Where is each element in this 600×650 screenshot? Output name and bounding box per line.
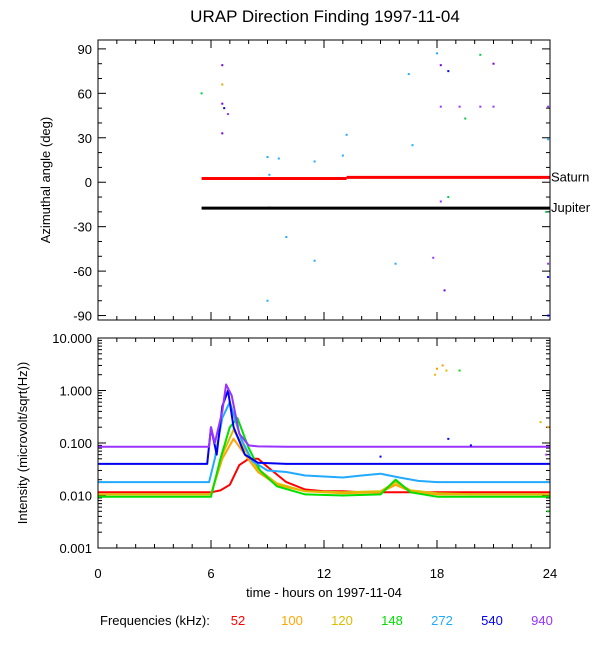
reference-label-jupiter: Jupiter <box>551 200 591 215</box>
bottom-x-axis-label: time - hours on 1997-11-04 <box>246 585 402 600</box>
top-scatter-point <box>221 83 224 86</box>
top-y-tick-label: -30 <box>73 220 92 235</box>
top-scatter-point <box>439 64 442 67</box>
top-y-tick-label: -90 <box>73 309 92 324</box>
series-line-940khz <box>98 383 550 448</box>
top-scatter-point <box>447 196 450 199</box>
series-line-148khz <box>98 417 550 498</box>
bottom-panel-frame <box>97 337 551 549</box>
top-scatter-point <box>223 107 226 110</box>
top-scatter-point <box>439 200 442 203</box>
legend-item-272: 272 <box>431 613 453 628</box>
top-panel: 90 60 30 0 -30 -60 -90 Saturn Jupiter Azimuthal … <box>38 39 591 324</box>
top-scatter-point <box>221 132 224 135</box>
top-scatter-point <box>547 105 550 108</box>
legend-item-148: 148 <box>381 613 403 628</box>
legend-item-120: 120 <box>331 613 353 628</box>
top-panel-frame <box>97 39 551 321</box>
top-scatter-point <box>458 105 461 108</box>
top-scatter-point <box>447 70 450 73</box>
bottom-x-tick-label: 24 <box>543 566 557 581</box>
top-scatter-point <box>313 160 316 163</box>
top-scatter-point <box>268 173 271 176</box>
legend-item-540: 540 <box>481 613 503 628</box>
top-scatter-point <box>407 73 410 76</box>
legend-item-52: 52 <box>231 613 245 628</box>
top-scatter-point <box>547 262 550 265</box>
bottom-scatter-point <box>445 369 448 372</box>
legend-item-100: 100 <box>281 613 303 628</box>
bottom-x-tick-label: 12 <box>317 566 331 581</box>
top-scatter-point <box>266 156 269 159</box>
top-scatter-point <box>341 154 344 157</box>
top-scatter-point <box>547 314 550 317</box>
top-scatter-point <box>221 102 224 105</box>
bottom-x-tick-label: 0 <box>94 566 101 581</box>
top-y-tick-label: 30 <box>78 131 92 146</box>
top-scatter-point <box>464 117 467 120</box>
top-scatter-point <box>313 259 316 262</box>
top-scatter-point <box>492 105 495 108</box>
bottom-scatter-point <box>436 367 438 370</box>
top-y-axis-label: Azimuthal angle (deg) <box>38 117 53 243</box>
bottom-scatter-point <box>539 421 542 424</box>
series-line-540khz <box>98 389 550 465</box>
top-y-tick-label: -60 <box>73 264 92 279</box>
bottom-y-tick-label: 10.000 <box>52 331 92 346</box>
bottom-scatter-point <box>458 369 461 372</box>
legend-item-940: 940 <box>531 613 553 628</box>
top-scatter-point <box>547 276 550 279</box>
top-scatter-point <box>345 133 348 136</box>
top-scatter-point <box>226 113 229 116</box>
top-scatter-point <box>439 105 442 108</box>
series-line-120khz <box>98 428 550 496</box>
bottom-scatter-point <box>379 455 382 458</box>
bottom-scatter-point <box>469 444 472 447</box>
reference-label-saturn: Saturn <box>551 169 589 184</box>
bottom-x-tick-label: 18 <box>430 566 444 581</box>
bottom-panel: 0 6 12 18 24 10.000 1.000 0.100 0.010 0.001 Inten… <box>15 331 557 600</box>
bottom-y-tick-label: 1.000 <box>59 384 92 399</box>
series-line-272khz <box>98 401 550 484</box>
bottom-scatter-point <box>547 510 550 513</box>
top-scatter-point <box>221 64 224 67</box>
top-scatter-point <box>545 210 548 213</box>
bottom-scatter-point <box>434 373 437 376</box>
top-y-tick-label: 60 <box>78 86 92 101</box>
bottom-y-tick-label: 0.001 <box>59 541 92 556</box>
top-scatter-point <box>394 262 397 265</box>
top-scatter-point <box>436 52 438 55</box>
chart-title: URAP Direction Finding 1997-11-04 <box>190 7 460 26</box>
bottom-scatter-point <box>447 437 450 440</box>
bottom-x-tick-label: 6 <box>207 566 214 581</box>
top-scatter-point <box>547 138 550 141</box>
top-scatter-point <box>479 53 482 56</box>
bottom-y-tick-label: 0.010 <box>59 489 92 504</box>
legend-label: Frequencies (kHz): <box>100 613 210 628</box>
top-scatter-point <box>277 157 280 160</box>
top-scatter-point <box>443 289 446 292</box>
bottom-scatter-point <box>441 364 444 367</box>
frequency-legend: Frequencies (kHz): 52 100 120 148 272 540 940 <box>100 613 553 628</box>
top-scatter-point <box>432 256 435 259</box>
bottom-y-tick-label: 0.100 <box>59 436 92 451</box>
top-scatter-point <box>266 299 269 302</box>
top-scatter-point <box>411 144 414 147</box>
top-scatter-point <box>200 92 203 95</box>
top-scatter-point <box>479 105 482 108</box>
bottom-y-axis-label: Intensity (microvolt/sqrt(Hz)) <box>15 362 30 525</box>
top-y-tick-label: 0 <box>85 175 92 190</box>
top-y-tick-label: 90 <box>78 42 92 57</box>
top-scatter-point <box>285 236 288 239</box>
top-scatter-point <box>492 62 495 65</box>
bottom-scatter-point <box>545 453 548 456</box>
bottom-scatter-point <box>547 426 550 429</box>
